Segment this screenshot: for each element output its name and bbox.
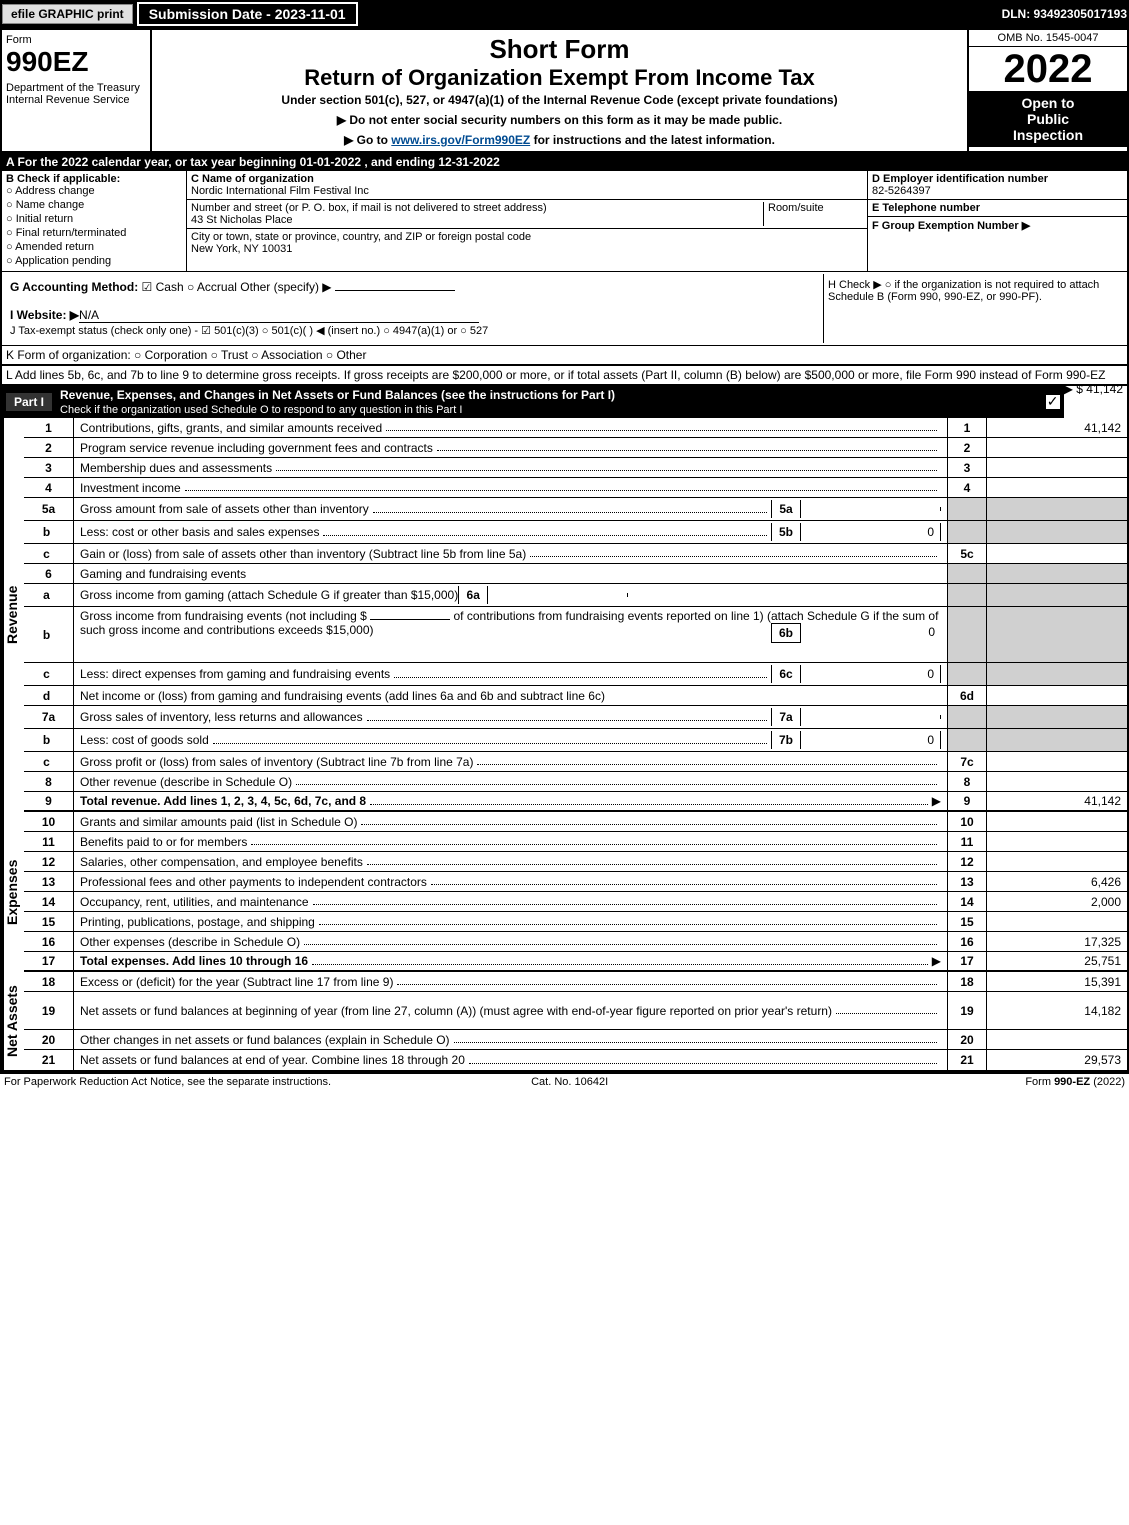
part-1-label: Part I [6,393,52,411]
tax-year: 2022 [969,47,1127,91]
val-l1: 41,142 [987,418,1127,437]
val-l9: 41,142 [987,792,1127,810]
form-number: 990EZ [6,46,146,78]
val-5b: 0 [801,523,941,541]
part1-schedule-o-checkbox[interactable] [1046,395,1060,409]
footer-cat: Cat. No. 10642I [531,1076,608,1088]
efile-print-button[interactable]: efile GRAPHIC print [2,4,133,24]
val-l17: 25,751 [987,952,1127,970]
website-value: N/A [79,308,479,323]
expenses-section: Expenses 10Grants and similar amounts pa… [2,812,1127,972]
val-6b: 0 [801,623,941,643]
ein-cell: D Employer identification number 82-5264… [868,171,1127,200]
note-goto: ▶ Go to www.irs.gov/Form990EZ for instru… [160,133,959,147]
footer-left: For Paperwork Reduction Act Notice, see … [4,1076,331,1088]
note-ssn: ▶ Do not enter social security numbers o… [160,113,959,127]
section-b-checkboxes: B Check if applicable: ○ Address change … [2,171,187,271]
val-l18: 15,391 [987,972,1127,991]
gross-receipts-value: ▶ $ 41,142 [1064,382,1123,396]
side-label-expenses: Expenses [2,812,24,972]
street-address: 43 St Nicholas Place [191,214,293,226]
accounting-accrual: ○ Accrual [187,280,237,294]
val-l19: 14,182 [987,992,1127,1029]
submission-date: Submission Date - 2023-11-01 [137,2,358,26]
chk-amended-return[interactable]: ○ Amended return [6,241,182,253]
val-l21: 29,573 [987,1050,1127,1070]
val-l14: 2,000 [987,892,1127,911]
street-cell: Number and street (or P. O. box, if mail… [187,200,867,229]
telephone-cell: E Telephone number [868,200,1127,217]
form-label: Form [6,34,146,46]
org-name: Nordic International Film Festival Inc [191,185,369,197]
val-l16: 17,325 [987,932,1127,951]
omb-number: OMB No. 1545-0047 [969,30,1127,47]
header-right: OMB No. 1545-0047 2022 Open to Public In… [967,30,1127,151]
info-right-block: D Employer identification number 82-5264… [867,171,1127,271]
val-6c: 0 [801,665,941,683]
department-label: Department of the Treasury Internal Reve… [6,82,146,106]
net-assets-section: Net Assets 18Excess or (deficit) for the… [2,972,1127,1070]
form-frame: Form 990EZ Department of the Treasury In… [0,28,1129,1072]
line-g-h: G Accounting Method: ☑ Cash ○ Accrual Ot… [2,272,1127,346]
accounting-cash: ☑ Cash [142,280,184,294]
org-name-cell: C Name of organization Nordic Internatio… [187,171,867,200]
revenue-section: Revenue 1Contributions, gifts, grants, a… [2,418,1127,812]
val-7b: 0 [801,731,941,749]
header-left: Form 990EZ Department of the Treasury In… [2,30,152,151]
line-l: L Add lines 5b, 6c, and 7b to line 9 to … [2,366,1127,386]
b-label: B Check if applicable: [6,173,182,185]
title-sub: Under section 501(c), 527, or 4947(a)(1)… [160,93,959,107]
chk-address-change[interactable]: ○ Address change [6,185,182,197]
line-j: J Tax-exempt status (check only one) - ☑… [10,325,488,337]
chk-name-change[interactable]: ○ Name change [6,199,182,211]
header-title-block: Short Form Return of Organization Exempt… [152,30,967,151]
footer: For Paperwork Reduction Act Notice, see … [0,1072,1129,1090]
city-state-zip: New York, NY 10031 [191,243,292,255]
part-1-header: Part I Revenue, Expenses, and Changes in… [2,386,1064,418]
info-block: B Check if applicable: ○ Address change … [2,171,1127,272]
form-header: Form 990EZ Department of the Treasury In… [2,30,1127,153]
section-c-org-info: C Name of organization Nordic Internatio… [187,171,867,271]
group-exemption-cell: F Group Exemption Number ▶ [868,217,1127,234]
line-h: H Check ▶ ○ if the organization is not r… [828,279,1099,303]
open-to-public: Open to Public Inspection [969,91,1127,147]
top-bar: efile GRAPHIC print Submission Date - 20… [0,0,1129,28]
irs-link[interactable]: www.irs.gov/Form990EZ [391,133,530,147]
ein-value: 82-5264397 [872,185,931,197]
chk-final-return[interactable]: ○ Final return/terminated [6,227,182,239]
line-k: K Form of organization: ○ Corporation ○ … [2,346,1127,366]
city-cell: City or town, state or province, country… [187,229,867,257]
section-a-calendar: A For the 2022 calendar year, or tax yea… [2,153,1127,171]
footer-right: Form 990-EZ (2022) [1025,1076,1125,1088]
side-label-revenue: Revenue [2,418,24,812]
title-return: Return of Organization Exempt From Incom… [160,65,959,91]
dln-number: DLN: 93492305017193 [1002,7,1127,21]
chk-application-pending[interactable]: ○ Application pending [6,255,182,267]
val-l13: 6,426 [987,872,1127,891]
side-label-net-assets: Net Assets [2,972,24,1070]
title-short-form: Short Form [160,34,959,65]
chk-initial-return[interactable]: ○ Initial return [6,213,182,225]
